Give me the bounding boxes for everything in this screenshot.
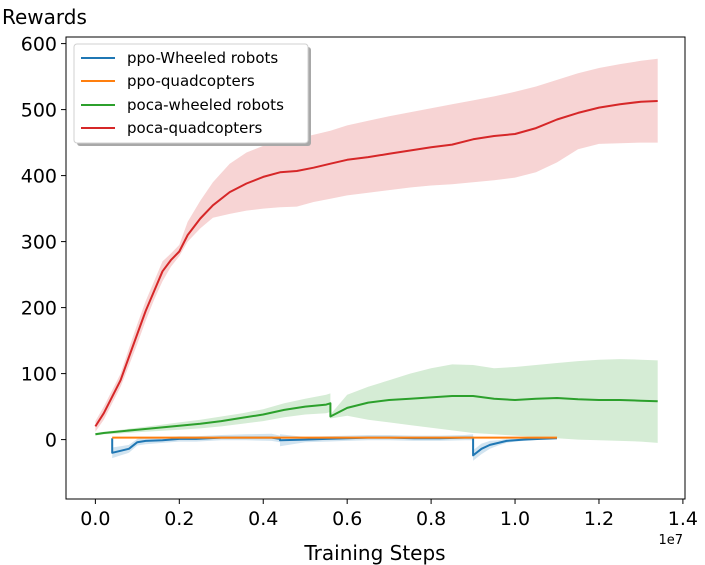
- x-offset-label: 1e7: [658, 533, 683, 548]
- y-tick-label: 600: [21, 34, 57, 56]
- x-tick-label: 0.6: [332, 508, 362, 530]
- x-tick-label: 1.2: [584, 508, 614, 530]
- legend-label: poca-wheeled robots: [127, 96, 284, 114]
- legend-entry: poca-wheeled robots: [81, 96, 284, 114]
- y-tick-label: 300: [21, 232, 57, 254]
- x-tick-label: 1.4: [668, 508, 698, 530]
- y-tick-label: 0: [45, 430, 57, 452]
- y-tick-label: 500: [21, 100, 57, 122]
- confidence-band: [95, 58, 658, 432]
- y-tick-label: 400: [21, 166, 57, 188]
- legend-entry: poca-quadcopters: [81, 119, 263, 137]
- legend-entry: ppo-Wheeled robots: [81, 49, 278, 67]
- plot-frame: [65, 36, 686, 500]
- series-line: [95, 395, 658, 436]
- x-tick-label: 0.0: [80, 508, 110, 530]
- legend-entry: ppo-quadcopters: [81, 72, 255, 90]
- x-axis: 0.0 0.2 0.4 0.6 0.8 1.0 1.2 1.4: [80, 499, 698, 530]
- legend: ppo-Wheeled robots ppo-quadcopters poca-…: [73, 43, 311, 146]
- x-axis-title: Training Steps: [303, 541, 445, 565]
- y-axis-title: Rewards: [2, 5, 87, 29]
- confidence-band: [112, 433, 557, 461]
- x-tick-label: 0.2: [164, 508, 194, 530]
- x-tick-label: 0.8: [416, 508, 446, 530]
- legend-box: [73, 43, 309, 144]
- y-axis: 0 100 200 300 400 500 600: [21, 34, 66, 452]
- y-tick-label: 200: [21, 298, 57, 320]
- legend-label: ppo-quadcopters: [127, 72, 255, 90]
- x-tick-label: 1.0: [500, 508, 530, 530]
- y-tick-label: 100: [21, 364, 57, 386]
- series-line: [94, 100, 658, 427]
- lines-layer: [94, 100, 658, 457]
- legend-label: ppo-Wheeled robots: [127, 49, 278, 67]
- x-tick-label: 0.4: [248, 508, 278, 530]
- legend-label: poca-quadcopters: [127, 119, 263, 137]
